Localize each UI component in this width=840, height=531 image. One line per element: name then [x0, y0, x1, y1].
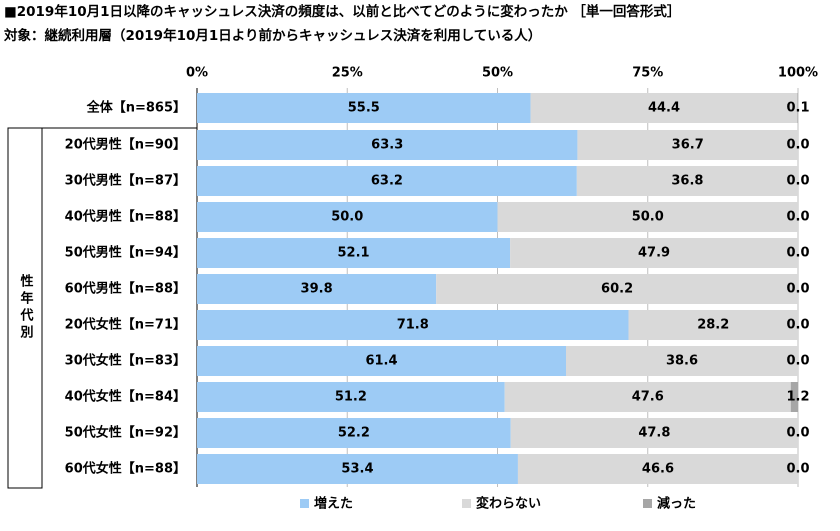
- value-label: 47.6: [632, 390, 664, 405]
- bar-segment: [197, 166, 577, 196]
- y-tick-label: 20代女性【n=71】: [65, 317, 186, 333]
- bar-segment: [197, 93, 531, 123]
- value-label: 50.0: [331, 210, 363, 225]
- value-label: 63.3: [371, 138, 403, 153]
- legend-swatch: [462, 499, 471, 508]
- bar-segment: [197, 202, 498, 232]
- x-tick-label: 0%: [186, 66, 208, 81]
- value-label: 0.0: [786, 354, 809, 369]
- value-label: 0.0: [786, 174, 809, 189]
- value-label: 44.4: [648, 101, 680, 116]
- value-label: 46.6: [642, 462, 674, 477]
- bar-segment: [504, 382, 791, 412]
- value-label: 51.2: [335, 390, 367, 405]
- value-label: 38.6: [666, 354, 698, 369]
- value-label: 63.2: [371, 174, 403, 189]
- y-tick-label: 50代女性【n=92】: [65, 425, 186, 441]
- group-label: 性年代別: [18, 273, 35, 342]
- value-label: 50.0: [632, 210, 664, 225]
- x-tick-label: 75%: [632, 66, 663, 81]
- bar-segment: [197, 274, 437, 304]
- value-label: 47.8: [638, 426, 670, 441]
- x-tick-label: 25%: [332, 66, 363, 81]
- bar-segment: [576, 166, 798, 196]
- bar-segment: [436, 274, 798, 304]
- y-tick-label: 60代女性【n=88】: [65, 461, 186, 477]
- value-label: 0.0: [786, 210, 809, 225]
- bar-segment: [566, 346, 798, 376]
- value-label: 0.1: [786, 101, 809, 116]
- bar-segment: [510, 418, 798, 448]
- bar-segment: [530, 93, 798, 123]
- y-tick-label: 60代男性【n=88】: [65, 281, 186, 297]
- value-label: 0.0: [786, 246, 809, 261]
- y-tick-label: 20代男性【n=90】: [65, 137, 186, 153]
- legend-swatch: [643, 499, 652, 508]
- y-tick-label: 40代男性【n=88】: [65, 209, 186, 225]
- y-tick-label: 30代男性【n=87】: [65, 173, 186, 189]
- bar-segment: [197, 346, 567, 376]
- x-tick-label: 100%: [778, 66, 818, 81]
- x-tick-label: 50%: [482, 66, 513, 81]
- bar-segment: [197, 130, 578, 160]
- value-label: 0.0: [786, 138, 809, 153]
- value-label: 36.7: [672, 138, 704, 153]
- value-label: 39.8: [301, 282, 333, 297]
- chart-subtitle: 対象：継続利用層（2019年10月1日より前からキャッシュレス決済を利用している…: [3, 27, 541, 44]
- value-label: 71.8: [397, 318, 429, 333]
- bar-segment: [797, 93, 798, 123]
- y-tick-label: 50代男性【n=94】: [65, 245, 186, 261]
- value-label: 0.0: [786, 282, 809, 297]
- bar-segment: [790, 382, 798, 412]
- value-label: 60.2: [601, 282, 633, 297]
- y-tick-label: 30代女性【n=83】: [65, 353, 186, 369]
- value-label: 61.4: [365, 354, 397, 369]
- value-label: 0.0: [786, 462, 809, 477]
- value-label: 0.0: [786, 426, 809, 441]
- y-tick-label: 40代女性【n=84】: [65, 389, 186, 405]
- legend-label: 変わらない: [476, 496, 541, 512]
- value-label: 1.2: [786, 390, 809, 405]
- value-label: 55.5: [348, 101, 380, 116]
- legend-label: 減った: [657, 496, 696, 512]
- bar-segment: [197, 238, 511, 268]
- bar-segment: [197, 310, 629, 340]
- value-label: 36.8: [671, 174, 703, 189]
- value-label: 52.1: [338, 246, 370, 261]
- bar-segment: [510, 238, 798, 268]
- value-label: 52.2: [338, 426, 370, 441]
- bar-segment: [577, 130, 798, 160]
- legend-label: 増えた: [314, 496, 353, 512]
- value-label: 0.0: [786, 318, 809, 333]
- bar-segment: [197, 382, 505, 412]
- legend-swatch: [300, 499, 309, 508]
- value-label: 28.2: [697, 318, 729, 333]
- bar-segment: [628, 310, 798, 340]
- y-tick-label: 全体【n=865】: [86, 100, 186, 116]
- bar-segment: [517, 454, 798, 484]
- chart-title: ■2019年10月1日以降のキャッシュレス決済の頻度は、以前と比べてどのように変…: [4, 3, 680, 20]
- value-label: 53.4: [341, 462, 373, 477]
- bar-segment: [197, 454, 518, 484]
- bar-segment: [497, 202, 798, 232]
- bar-segment: [197, 418, 511, 448]
- value-label: 47.9: [638, 246, 670, 261]
